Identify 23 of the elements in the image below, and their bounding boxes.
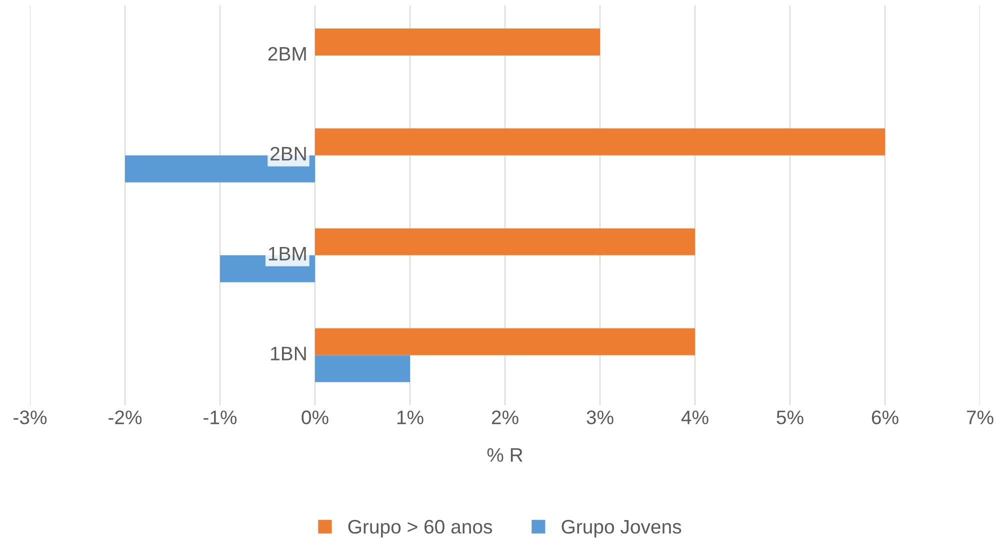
- x-tick-label: 4%: [681, 410, 708, 424]
- y-tick-label: 2BM: [268, 46, 306, 61]
- y-tick-label: 1BM: [268, 246, 306, 260]
- bar: [315, 355, 410, 382]
- x-tick-label: 0%: [302, 410, 328, 424]
- bar: [315, 328, 695, 356]
- x-tick-label: 3%: [586, 410, 614, 424]
- x-tick-label: 5%: [776, 410, 804, 424]
- x-tick-label: -3%: [14, 410, 47, 424]
- bar: [315, 228, 695, 256]
- x-tick-label: 6%: [872, 410, 898, 424]
- x-tick-label: -1%: [204, 410, 237, 424]
- x-tick-label: -2%: [108, 410, 142, 424]
- legend-label: Grupo > 60 anos: [348, 520, 492, 538]
- y-tick-label: 2BN: [270, 146, 306, 160]
- x-tick-label: 2%: [492, 410, 518, 424]
- y-tick-label: 1BN: [271, 346, 306, 360]
- bar: [315, 28, 600, 56]
- legend-label: Grupo Jovens: [562, 520, 682, 538]
- x-axis-title: % R: [487, 448, 522, 462]
- bar: [315, 128, 885, 156]
- x-tick-label: 1%: [397, 410, 424, 424]
- x-tick-label: 7%: [966, 410, 994, 424]
